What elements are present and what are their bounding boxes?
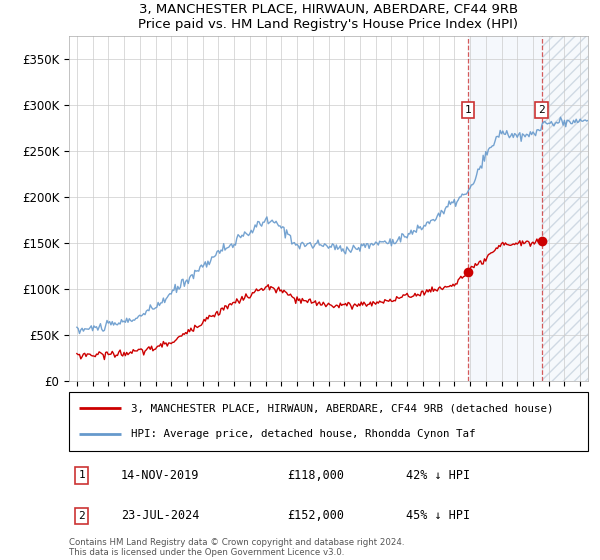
Text: 2: 2 [79,511,85,521]
Text: 1: 1 [465,105,472,115]
Text: £118,000: £118,000 [287,469,344,482]
Bar [542,36,588,381]
Text: 3, MANCHESTER PLACE, HIRWAUN, ABERDARE, CF44 9RB (detached house): 3, MANCHESTER PLACE, HIRWAUN, ABERDARE, … [131,403,554,413]
Text: 1: 1 [79,470,85,480]
Text: 2: 2 [538,105,545,115]
Title: 3, MANCHESTER PLACE, HIRWAUN, ABERDARE, CF44 9RB
Price paid vs. HM Land Registry: 3, MANCHESTER PLACE, HIRWAUN, ABERDARE, … [139,3,518,31]
Bar [468,36,542,381]
Text: £152,000: £152,000 [287,509,344,522]
Text: 45% ↓ HPI: 45% ↓ HPI [406,509,470,522]
Text: HPI: Average price, detached house, Rhondda Cynon Taf: HPI: Average price, detached house, Rhon… [131,430,476,440]
Bar [542,36,588,381]
Text: Contains HM Land Registry data © Crown copyright and database right 2024.
This d: Contains HM Land Registry data © Crown c… [69,538,404,557]
Text: 14-NOV-2019: 14-NOV-2019 [121,469,199,482]
Text: 42% ↓ HPI: 42% ↓ HPI [406,469,470,482]
Text: 23-JUL-2024: 23-JUL-2024 [121,509,199,522]
